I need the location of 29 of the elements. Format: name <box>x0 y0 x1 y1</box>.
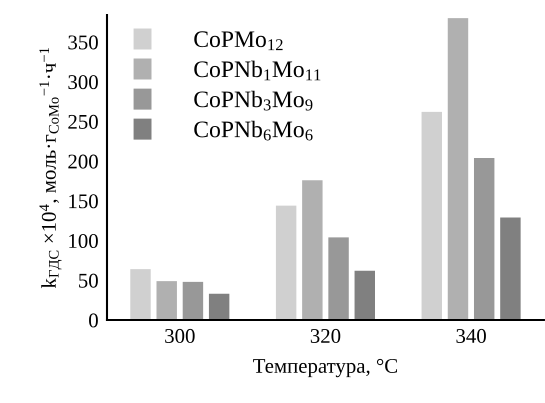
text: k$_{ГДС}$ ×10$^{4}$, моль·г$_{CoMo}$$^{−1}$·ч$^{−1}$ <box>39 48 62 288</box>
bar <box>208 294 230 320</box>
x-tick-label: 320 <box>310 328 340 343</box>
bar <box>328 237 349 320</box>
y-tick-label: 150 <box>69 194 98 208</box>
bar <box>276 206 296 320</box>
bar <box>422 112 442 320</box>
y-tick-label: 350 <box>68 35 98 50</box>
legend-label: CoPNb$_{6}$Mo$_{6}$ <box>194 120 313 141</box>
legend-label: CoPMo$_{12}$ <box>194 31 283 50</box>
legend-label: CoPNb$_{1}$Mo$_{11}$ <box>194 60 320 80</box>
bar <box>182 282 204 320</box>
x-axis-title: Температура, °C <box>253 358 398 378</box>
y-tick-label: 100 <box>69 234 98 248</box>
y-tick-label: 300 <box>68 75 98 90</box>
bar <box>448 18 468 320</box>
legend-label: CoPNb$_{3}$Mo$_{9}$ <box>194 90 312 110</box>
y-tick-label: 200 <box>68 154 98 169</box>
bar <box>156 281 177 320</box>
y-tick-label: 0 <box>89 313 98 328</box>
y-tick-label: 50 <box>79 274 98 288</box>
bar <box>500 218 521 320</box>
y-tick-label: 250 <box>68 114 98 129</box>
bar <box>354 270 375 320</box>
x-tick-label: 300 <box>165 328 195 343</box>
bar <box>302 180 323 320</box>
bar <box>130 269 151 320</box>
bar <box>474 158 494 320</box>
x-tick-label: 340 <box>456 328 486 343</box>
